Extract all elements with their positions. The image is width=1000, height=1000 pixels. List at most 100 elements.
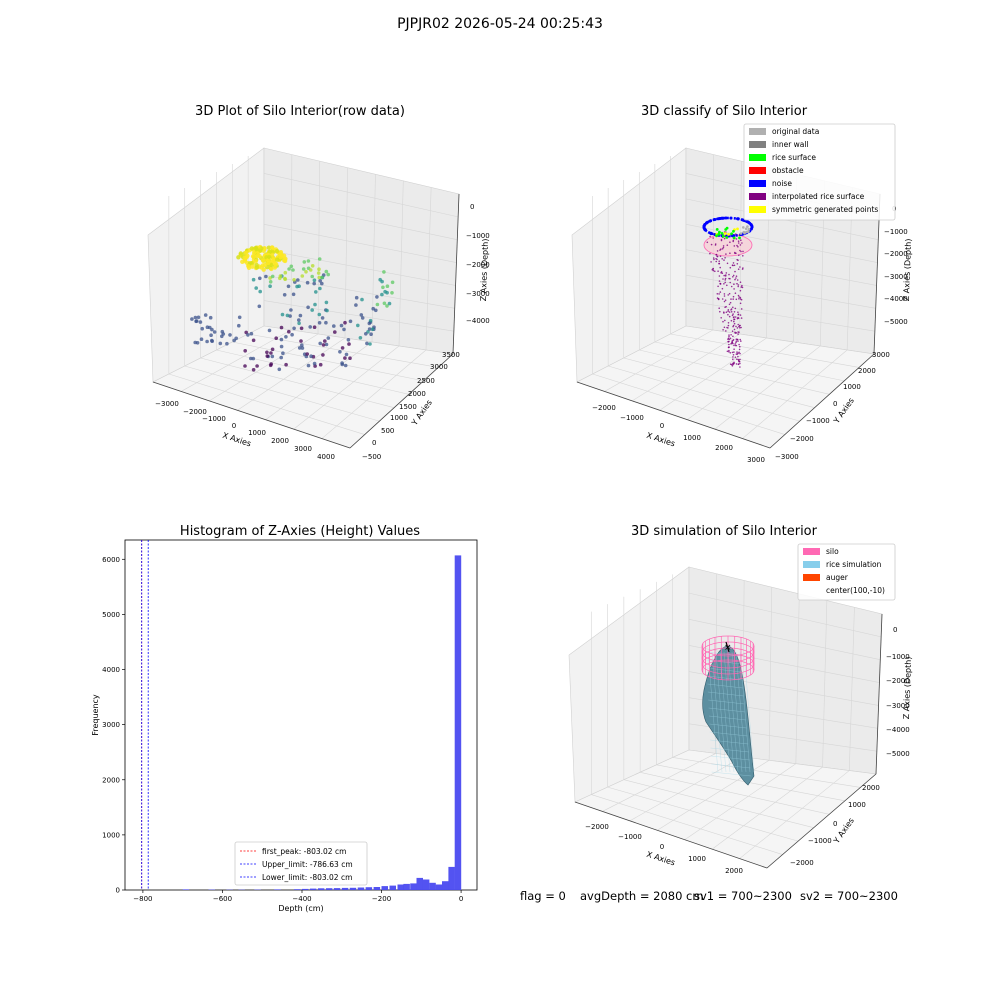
interpolated-point — [713, 258, 715, 261]
scatter-point — [324, 342, 329, 347]
p2-legend-swatch-rice — [749, 154, 766, 161]
figure-title: PJPJR02 2026-05-24 00:25:43 — [397, 16, 603, 32]
grid-line — [656, 764, 845, 802]
interpolated-point — [732, 339, 735, 341]
noise-point — [732, 234, 736, 238]
scatter-point — [380, 292, 384, 297]
noise-point — [702, 224, 706, 228]
interpolated-point — [742, 250, 744, 253]
scatter-point — [289, 264, 294, 269]
interpolated-point — [737, 240, 740, 242]
scatter-point — [297, 318, 301, 322]
grid-line — [685, 300, 875, 332]
scatter-point — [354, 303, 358, 307]
grid-line — [670, 333, 860, 368]
scatter-point — [318, 362, 323, 367]
scatter-point — [354, 295, 359, 300]
p1-xtick: −2000 — [183, 408, 207, 416]
interpolated-point — [729, 301, 732, 304]
interpolated-point — [736, 263, 739, 265]
scatter-point — [302, 260, 307, 264]
grid-line — [688, 618, 881, 661]
interpolated-point — [737, 358, 740, 361]
grid-line — [739, 770, 850, 859]
p2-ytick: 2000 — [858, 367, 876, 375]
x-tick-label: −800 — [133, 895, 152, 903]
grid-line — [629, 756, 743, 822]
interpolated-point — [732, 298, 734, 300]
scatter-point — [274, 336, 279, 341]
scatter-point — [232, 338, 236, 343]
scatter-point — [374, 308, 378, 313]
grid-line — [209, 333, 319, 402]
interpolated-point — [723, 274, 725, 277]
p4-ztick: −2000 — [886, 677, 910, 685]
scatter-point — [251, 254, 256, 260]
grid-line — [685, 223, 878, 263]
grid-line — [180, 329, 292, 392]
noise-point — [703, 228, 707, 232]
scatter-point — [340, 361, 344, 365]
interpolated-point — [736, 279, 739, 281]
interpolated-point — [728, 273, 730, 276]
p4-ztick: −5000 — [886, 750, 910, 758]
scatter-point — [333, 330, 337, 334]
original-point — [742, 226, 745, 229]
scatter-point — [251, 356, 256, 361]
interpolated-point — [724, 299, 727, 302]
p2-legend-swatch-noise — [749, 180, 766, 187]
histogram-bar — [317, 888, 325, 890]
interpolated-point — [714, 270, 716, 273]
scatter-point — [343, 356, 347, 360]
scatter-point — [308, 268, 313, 272]
interpolated-point — [737, 311, 739, 314]
scatter-point — [194, 319, 198, 324]
scatter-point — [320, 316, 325, 320]
x-tick-label: 0 — [459, 895, 463, 903]
interpolated-point — [741, 286, 744, 289]
grid-line — [371, 174, 376, 343]
p3-plot-area — [124, 539, 478, 891]
avg-depth-status: avgDepth = 2080 cm — [580, 889, 704, 903]
scatter-point — [243, 349, 247, 353]
p2-ztick: −4000 — [884, 295, 908, 303]
p1-ytick: 1500 — [399, 403, 417, 411]
scatter-point — [270, 274, 275, 279]
scatter-point — [238, 251, 243, 256]
mesh-line — [723, 651, 735, 773]
interpolated-point — [735, 238, 738, 240]
p2-y-ticks: −3000 −2000 −1000 0 1000 2000 3000 — [775, 351, 890, 461]
interpolated-point — [737, 242, 740, 244]
scatter-point — [390, 280, 395, 285]
p4-z-axis-line — [875, 613, 883, 775]
grid-line — [200, 357, 395, 409]
scatter-point — [265, 354, 270, 358]
p2-ytick: 1000 — [843, 383, 861, 391]
interpolated-point — [721, 287, 724, 290]
interpolated-point — [723, 312, 725, 314]
scatter-point — [316, 271, 321, 275]
interpolated-point — [714, 243, 717, 245]
interpolated-point — [723, 295, 726, 297]
grid-line — [608, 365, 800, 422]
interpolated-point — [724, 279, 726, 281]
p4-xtick: −1000 — [618, 833, 642, 841]
interpolated-point — [722, 329, 724, 331]
interpolated-point — [735, 363, 738, 365]
grid-line — [237, 337, 346, 411]
interpolated-point — [725, 272, 728, 274]
scatter-point — [342, 327, 346, 332]
scatter-point — [325, 308, 329, 313]
scatter-point — [318, 286, 322, 291]
scatter-point — [308, 325, 313, 329]
scatter-point — [210, 339, 214, 344]
interpolated-point — [735, 298, 738, 301]
scatter-point — [278, 255, 283, 260]
scatter-point — [284, 335, 288, 339]
interpolated-point — [719, 266, 721, 269]
scatter-point — [359, 313, 364, 317]
histogram-bar — [381, 886, 388, 890]
scatter-point — [380, 279, 384, 284]
y-tick-label: 4000 — [102, 666, 120, 674]
scatter-point — [369, 332, 373, 337]
